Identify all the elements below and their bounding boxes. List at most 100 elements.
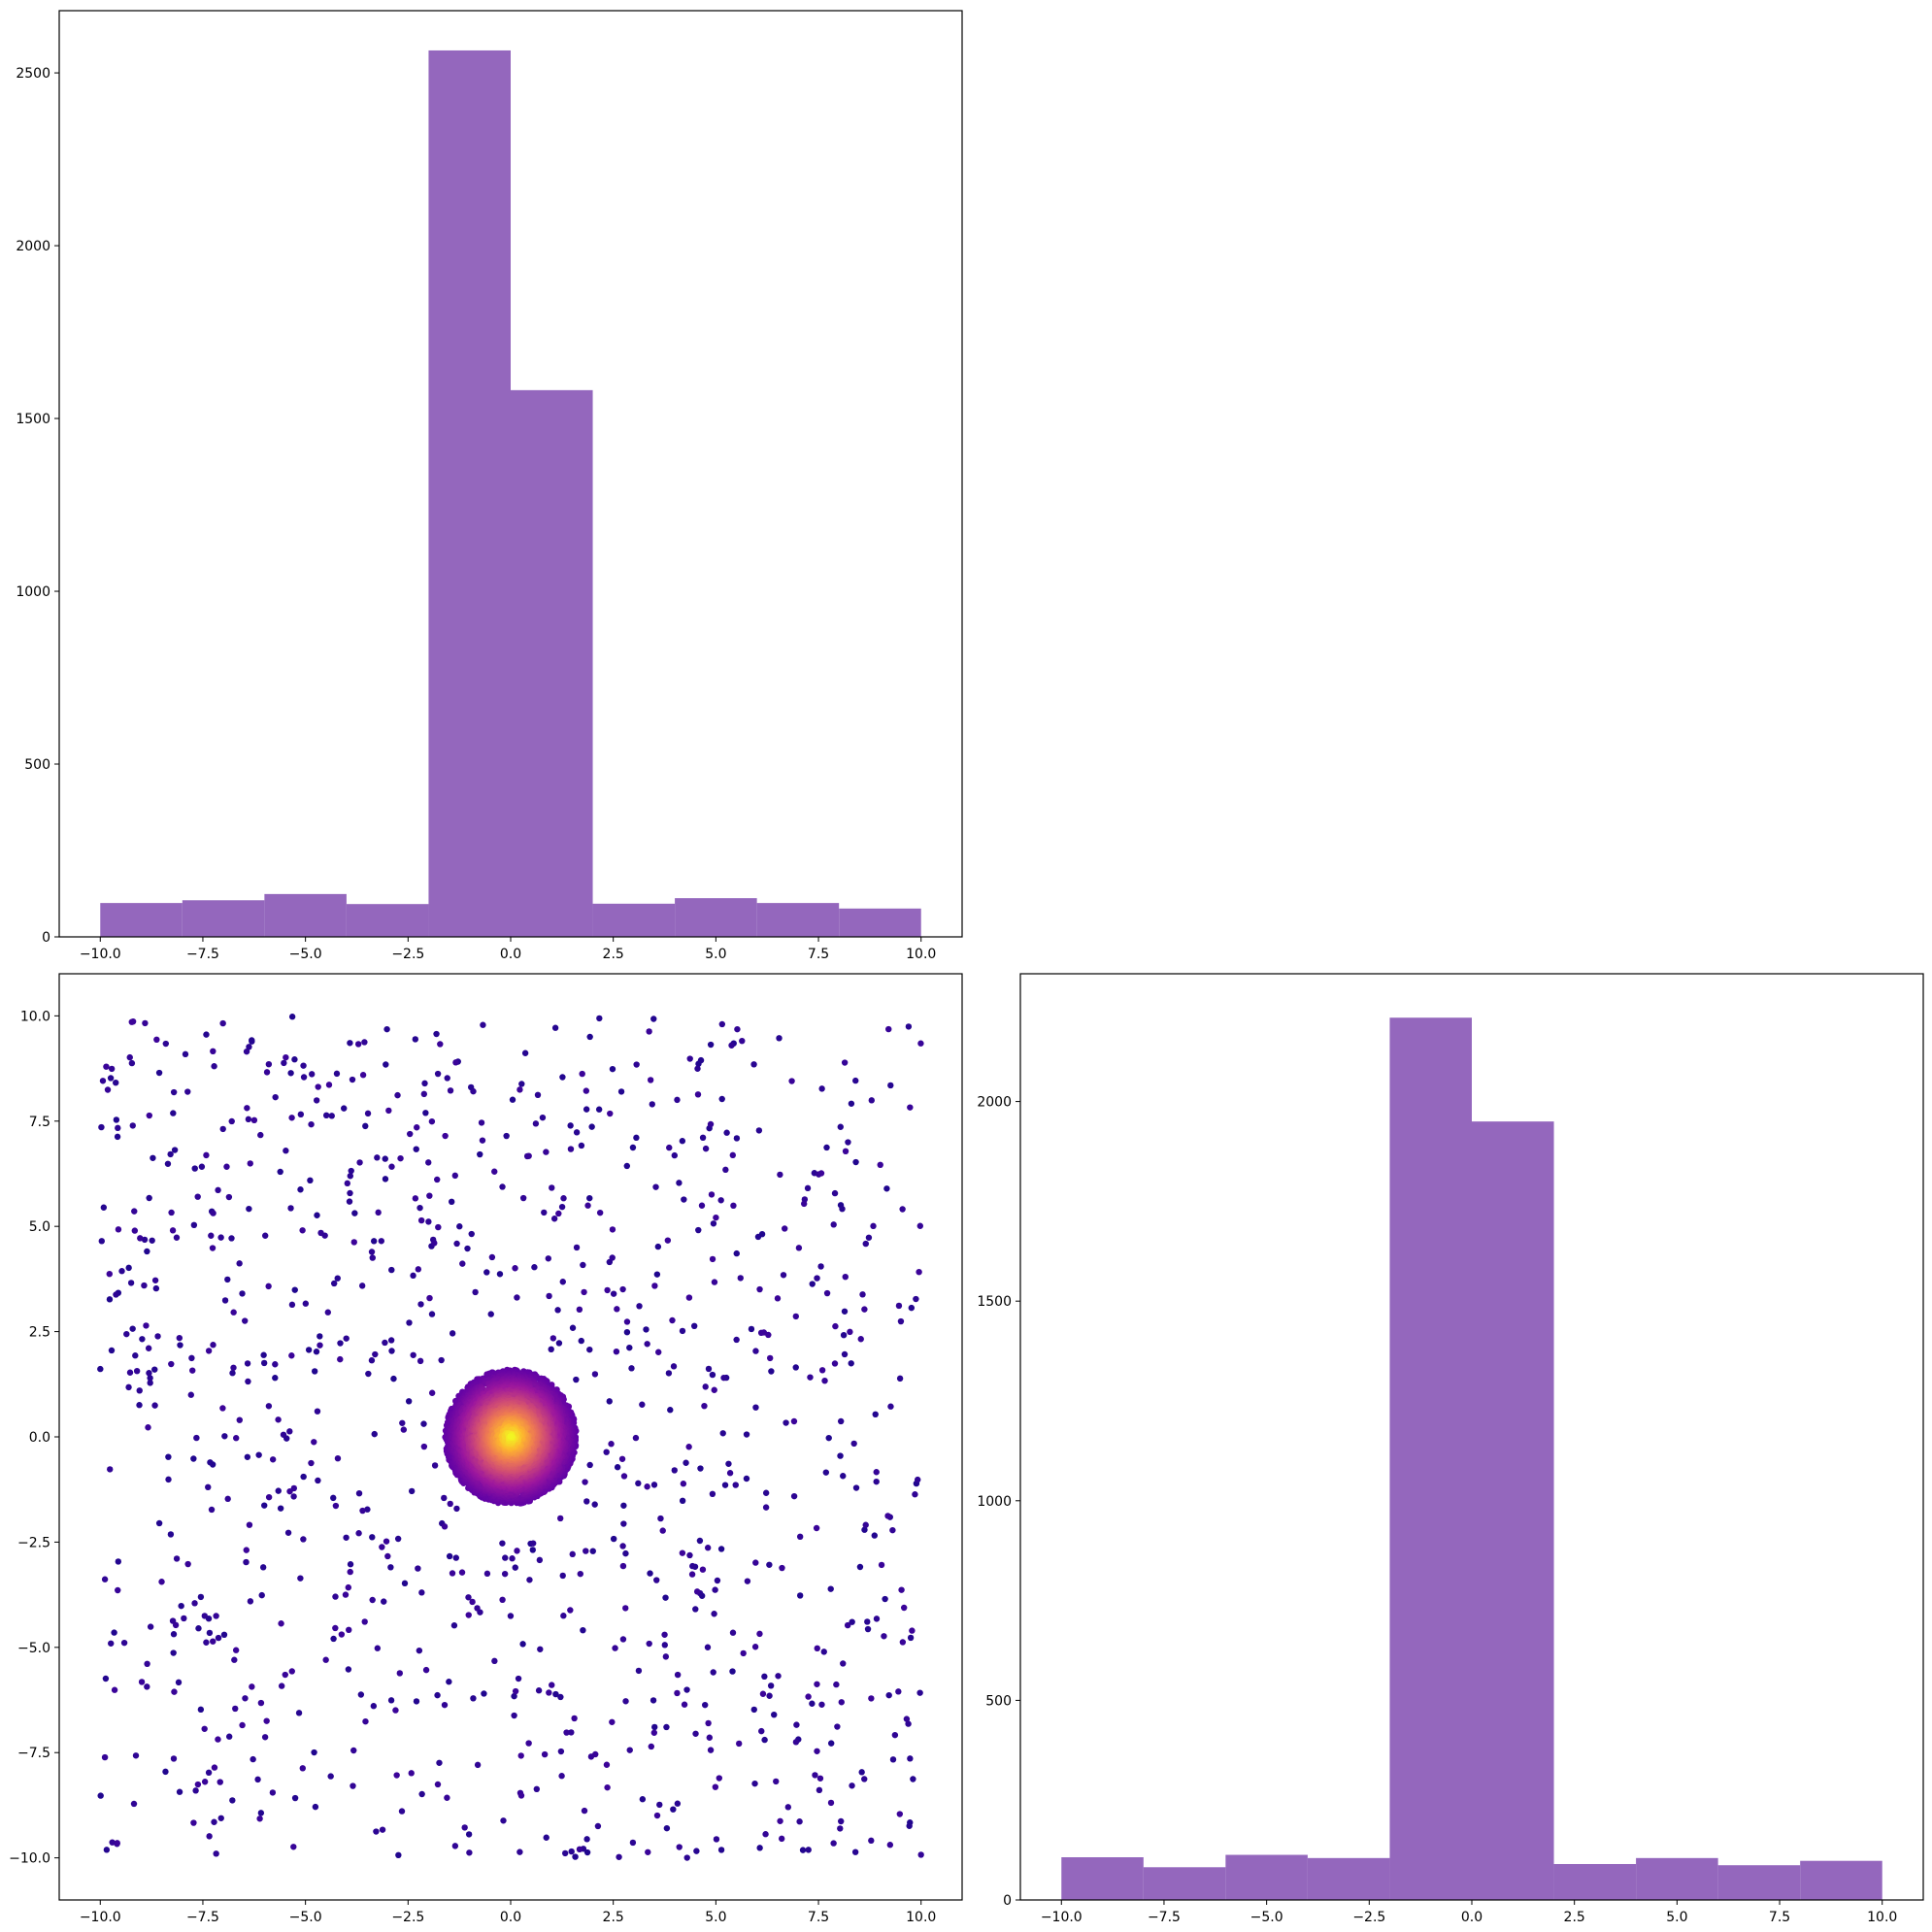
scatter-point — [734, 1025, 741, 1033]
scatter-point — [401, 1580, 409, 1587]
scatter-point — [771, 1711, 778, 1718]
scatter-point — [394, 1091, 401, 1099]
scatter-point — [740, 1649, 747, 1657]
scatter-point — [900, 1604, 908, 1612]
scatter-point — [773, 1778, 780, 1785]
scatter-point — [516, 1849, 523, 1855]
scatter-point — [114, 1133, 121, 1141]
scatter-point — [733, 1336, 740, 1344]
scatter-point — [841, 1059, 849, 1066]
scatter-point — [286, 1428, 293, 1435]
scatter-point — [299, 1765, 306, 1772]
scatter-point — [616, 1853, 622, 1860]
scatter-point — [907, 1104, 914, 1111]
scatter-point — [910, 1776, 916, 1782]
scatter-point — [137, 1235, 144, 1242]
scatter-point — [899, 1206, 906, 1213]
scatter-point — [663, 1723, 670, 1731]
scatter-point — [284, 1529, 292, 1536]
scatter-point — [322, 1656, 329, 1663]
scatter-point — [623, 1318, 631, 1325]
scatter-point — [164, 1160, 172, 1167]
scatter-point — [441, 1494, 448, 1502]
y-tick-label: 1000 — [16, 584, 50, 600]
scatter-point — [194, 1193, 201, 1200]
scatter-point — [706, 1734, 714, 1741]
scatter-point — [718, 1020, 726, 1028]
scatter-point — [223, 1163, 230, 1170]
scatter-point — [420, 1420, 427, 1427]
scatter-point — [832, 1322, 839, 1330]
scatter-point — [417, 1216, 425, 1224]
scatter-point — [127, 1280, 135, 1286]
scatter-point — [694, 1091, 702, 1098]
scatter-point — [788, 1078, 795, 1084]
scatter-point — [868, 1837, 875, 1845]
scatter-point — [895, 1302, 903, 1310]
scatter-point — [500, 1817, 507, 1824]
scatter-point — [822, 1469, 830, 1476]
scatter-point — [286, 1487, 293, 1495]
scatter-point — [777, 1171, 783, 1179]
scatter-point — [805, 1693, 812, 1700]
scatter-point — [103, 1063, 110, 1070]
scatter-point — [308, 1071, 316, 1078]
scatter-point — [190, 1455, 197, 1462]
scatter-point — [768, 1368, 775, 1375]
scatter-point — [379, 1826, 386, 1833]
scatter-point — [211, 1063, 217, 1070]
scatter-point — [714, 1577, 721, 1584]
scatter-point — [324, 1309, 331, 1316]
scatter-point — [416, 1647, 423, 1654]
scatter-point — [150, 1154, 156, 1161]
scatter-point — [444, 1075, 450, 1082]
scatter-point — [557, 1515, 564, 1522]
scatter-point — [865, 1234, 873, 1241]
scatter-point — [152, 1284, 160, 1292]
scatter-point — [189, 1367, 196, 1374]
scatter-point — [255, 1451, 262, 1458]
scatter-point — [388, 1348, 395, 1354]
scatter-point — [295, 1710, 303, 1716]
scatter-point — [535, 1687, 543, 1694]
scatter-point — [702, 1701, 709, 1709]
scatter-point — [635, 1480, 642, 1487]
scatter-point — [246, 1044, 252, 1050]
scatter-point — [778, 1835, 785, 1843]
scatter-point — [756, 1285, 763, 1293]
scatter-point — [479, 1137, 486, 1144]
scatter-point — [191, 1165, 198, 1172]
scatter-point — [679, 1327, 686, 1335]
scatter-point — [620, 1520, 627, 1527]
scatter-point — [628, 1365, 635, 1372]
scatter-point — [368, 1249, 376, 1255]
scatter-point — [399, 1419, 406, 1426]
scatter-point — [188, 1354, 195, 1362]
scatter-point — [383, 1061, 389, 1068]
scatter-point — [258, 1591, 265, 1599]
scatter-point — [190, 1221, 198, 1229]
scatter-point — [837, 1123, 844, 1130]
scatter-point — [382, 1339, 388, 1347]
scatter-point — [837, 1417, 845, 1425]
scatter-point — [862, 1240, 869, 1248]
scatter-point — [342, 1591, 350, 1598]
scatter-point — [905, 1720, 912, 1727]
scatter-point — [833, 1681, 840, 1688]
scatter-point — [761, 1673, 768, 1681]
scatter-point — [576, 1306, 583, 1314]
scatter-point — [171, 1688, 178, 1695]
scatter-point — [260, 1359, 268, 1367]
scatter-point — [349, 1076, 356, 1083]
scatter-point — [775, 1673, 782, 1680]
scatter-point — [733, 1249, 740, 1257]
scatter-point — [207, 1459, 214, 1466]
scatter-point — [114, 1840, 120, 1847]
scatter-point — [609, 1254, 616, 1261]
scatter-point — [743, 1431, 750, 1438]
scatter-point — [840, 1660, 847, 1667]
scatter-point — [410, 1272, 416, 1280]
scatter-point — [408, 1770, 415, 1777]
scatter-point — [584, 1202, 591, 1209]
scatter-point — [142, 1019, 149, 1027]
